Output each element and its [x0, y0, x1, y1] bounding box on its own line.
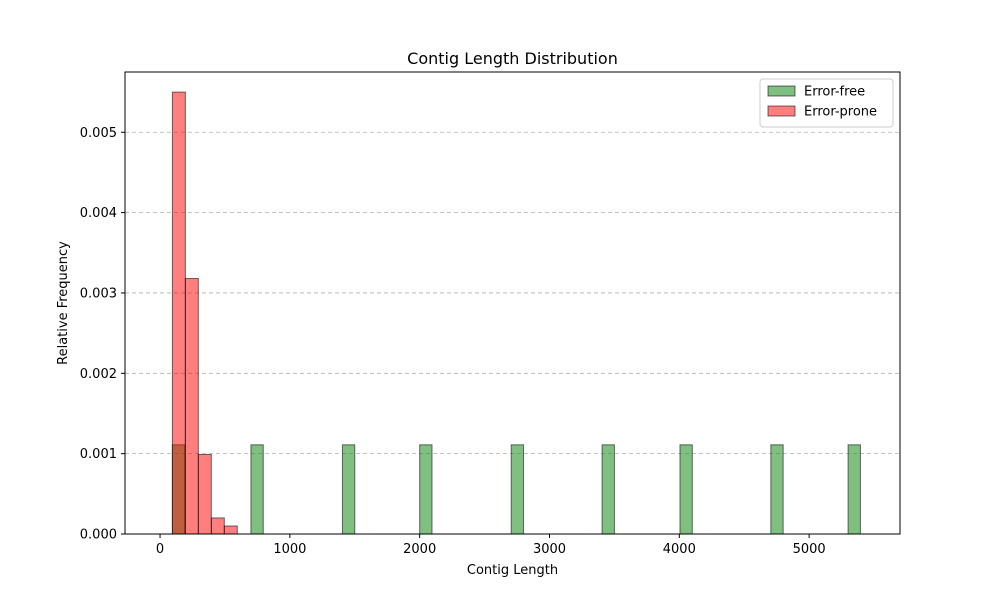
x-tick-label: 4000 [663, 542, 696, 557]
histogram-bar-error-free [510, 444, 525, 535]
x-tick-label: 1000 [273, 542, 306, 557]
histogram-bar-error-prone [171, 91, 186, 535]
chart-title: Contig Length Distribution [407, 49, 618, 68]
histogram-bar-error-prone [184, 277, 199, 535]
x-tick-label: 3000 [533, 542, 566, 557]
axes-layer: 0 1000 2000 3000 4000 5000 0.000 0.001 0.002 0.00… [80, 71, 901, 557]
y-axis-title: Relative Frequency [56, 241, 71, 365]
plot-frame [124, 71, 901, 535]
legend-label-error-free: Error-free [804, 85, 865, 100]
histogram-bar-error-free [419, 444, 433, 535]
legend-swatch-error-prone [767, 105, 796, 117]
grid-layer [125, 131, 900, 455]
histogram-bar-error-free [679, 444, 693, 535]
y-tick-label: 0.002 [80, 367, 117, 382]
histogram-bar-error-free [770, 444, 784, 535]
histogram-bar-error-free [341, 444, 356, 535]
histogram-bar-error-prone [223, 525, 238, 535]
y-tick-label: 0.003 [80, 286, 117, 301]
histogram-bar-error-prone [210, 517, 225, 535]
histogram-bar-error-free [847, 444, 861, 535]
y-tick-label: 0.004 [80, 206, 117, 221]
y-tick-label: 0.001 [80, 447, 117, 462]
x-tick-label: 0 [156, 542, 164, 557]
legend-label-error-prone: Error-prone [804, 105, 877, 120]
histogram-bar-error-free [601, 444, 615, 535]
y-tick-label: 0.000 [80, 528, 117, 543]
x-tick-label: 2000 [403, 542, 436, 557]
legend: Error-free Error-prone [759, 78, 894, 128]
histogram-bar-error-free [250, 444, 264, 535]
x-tick-label: 5000 [793, 542, 826, 557]
bars-layer [171, 91, 861, 535]
y-tick-label: 0.005 [80, 126, 117, 141]
legend-swatch-error-free [767, 85, 796, 97]
x-axis-title: Contig Length [467, 563, 558, 578]
histogram-bar-error-prone [197, 453, 212, 535]
